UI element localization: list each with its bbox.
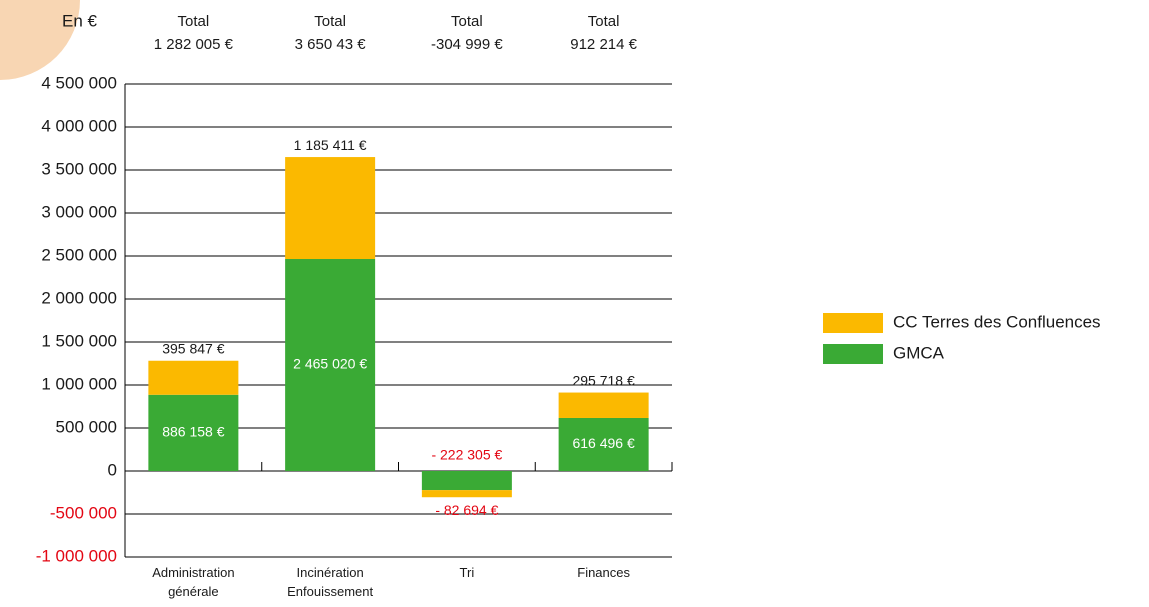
total-title: Total — [451, 13, 483, 30]
bar-segment — [421, 471, 512, 491]
legend-label: GMCA — [893, 343, 945, 362]
y-tick-label: -500 000 — [50, 503, 117, 522]
x-tick-label: Incinération Enfouissement — [287, 565, 374, 599]
total-label: -304 999 € — [431, 36, 503, 53]
value-label: - 82 694 € — [435, 502, 498, 518]
value-label: 1 185 411 € — [294, 137, 367, 153]
y-axis-label: En € — [62, 11, 98, 30]
x-tick-label: Administration générale — [152, 565, 235, 599]
y-tick-label: 1 000 000 — [41, 374, 117, 393]
y-tick-label: 4 000 000 — [41, 116, 117, 135]
y-tick-label: 3 000 000 — [41, 202, 117, 221]
value-label: 395 847 € — [162, 340, 224, 356]
y-tick-label: -1 000 000 — [36, 546, 117, 565]
total-label: 3 650 43 € — [295, 36, 367, 53]
bar-segment — [558, 392, 649, 418]
value-label: 886 158 € — [162, 424, 224, 440]
bar-segment — [148, 360, 239, 395]
legend-label: CC Terres des Confluences — [893, 312, 1101, 331]
y-tick-label: 2 000 000 — [41, 288, 117, 307]
value-label: - 222 305 € — [431, 447, 502, 463]
x-tick-label: Finances — [577, 565, 630, 580]
y-tick-label: 4 500 000 — [41, 73, 117, 92]
y-tick-label: 500 000 — [56, 417, 117, 436]
bar-segment — [148, 394, 239, 471]
bar-segment — [285, 259, 376, 471]
value-label: 2 465 020 € — [293, 356, 367, 372]
total-label: 1 282 005 € — [154, 36, 234, 53]
value-label: 295 718 € — [572, 372, 634, 388]
legend-swatch — [823, 313, 883, 333]
total-label: 912 214 € — [570, 36, 637, 53]
total-title: Total — [588, 13, 620, 30]
bar-segment — [421, 490, 512, 498]
legend-swatch — [823, 344, 883, 364]
y-tick-label: 2 500 000 — [41, 245, 117, 264]
total-title: Total — [314, 13, 346, 30]
y-tick-label: 0 — [108, 460, 117, 479]
x-tick-label: Tri — [459, 565, 475, 580]
bar-segment — [285, 157, 376, 260]
bar-segment — [558, 417, 649, 471]
corner-decoration — [0, 0, 80, 80]
y-tick-label: 1 500 000 — [41, 331, 117, 350]
y-tick-label: 3 500 000 — [41, 159, 117, 178]
value-label: 616 496 € — [572, 435, 634, 451]
total-title: Total — [178, 13, 210, 30]
